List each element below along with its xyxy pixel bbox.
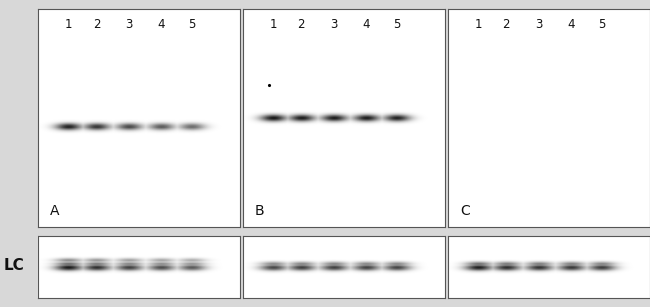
Text: 1: 1 (474, 18, 482, 31)
Text: A: A (50, 204, 59, 219)
Text: LC: LC (4, 258, 25, 273)
Text: 5: 5 (393, 18, 400, 31)
Text: 4: 4 (362, 18, 370, 31)
Text: 4: 4 (567, 18, 575, 31)
Text: 4: 4 (157, 18, 165, 31)
Text: 2: 2 (93, 18, 100, 31)
Text: 3: 3 (125, 18, 133, 31)
Text: 2: 2 (502, 18, 510, 31)
Text: 3: 3 (330, 18, 337, 31)
Text: 5: 5 (598, 18, 605, 31)
Text: 1: 1 (64, 18, 72, 31)
Text: B: B (255, 204, 265, 219)
Text: 3: 3 (535, 18, 542, 31)
Text: 1: 1 (269, 18, 277, 31)
Text: C: C (460, 204, 469, 219)
Text: 5: 5 (188, 18, 195, 31)
Text: 2: 2 (298, 18, 305, 31)
